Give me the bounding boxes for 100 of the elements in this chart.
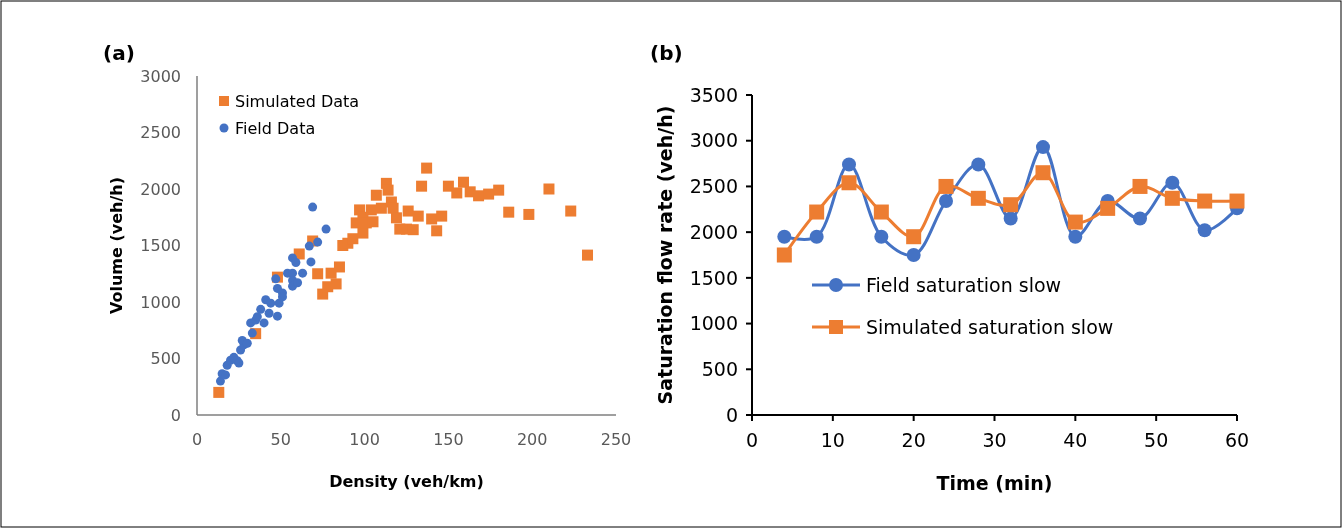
- y-tick-label: 500: [701, 357, 738, 380]
- point: [357, 227, 369, 239]
- point: [874, 229, 889, 244]
- y-axis-title: Volume (veh/h): [107, 177, 126, 314]
- point: [971, 157, 986, 172]
- point: [451, 187, 463, 199]
- y-tick-label: 1500: [689, 266, 738, 289]
- point: [809, 204, 825, 220]
- point: [390, 212, 402, 224]
- point: [841, 175, 857, 191]
- point: [298, 268, 308, 278]
- point: [266, 298, 276, 308]
- point: [272, 311, 282, 321]
- legend-label: Simulated saturation slow: [866, 315, 1114, 338]
- chart-title: (b): [650, 41, 683, 65]
- point: [938, 178, 954, 194]
- x-tick-label: 50: [270, 430, 291, 449]
- legend-label: Simulated Data: [235, 91, 360, 111]
- point: [1229, 193, 1245, 209]
- x-tick-label: 0: [745, 429, 759, 451]
- point: [382, 184, 394, 196]
- x-tick-label: 50: [1144, 429, 1169, 451]
- point: [421, 162, 433, 174]
- point: [247, 328, 257, 338]
- point: [426, 213, 438, 225]
- point: [1067, 214, 1083, 230]
- x-tick-label: 100: [349, 430, 380, 449]
- point: [582, 249, 594, 261]
- point: [1003, 197, 1019, 213]
- y-tick-label: 1500: [140, 236, 181, 256]
- point: [523, 208, 535, 220]
- point: [330, 278, 342, 290]
- point: [431, 225, 443, 237]
- point: [288, 268, 298, 278]
- point: [313, 237, 323, 247]
- point: [407, 224, 419, 236]
- point: [347, 233, 359, 245]
- point: [503, 206, 515, 218]
- point: [259, 318, 269, 328]
- y-tick-label: 3500: [689, 83, 738, 106]
- point: [1068, 229, 1083, 244]
- point: [906, 229, 922, 245]
- point: [1132, 178, 1148, 194]
- x-tick-label: 30: [982, 429, 1007, 451]
- x-tick-label: 20: [901, 429, 926, 451]
- point: [367, 216, 379, 228]
- x-tick-label: 200: [516, 430, 548, 449]
- y-tick-label: 0: [725, 403, 738, 426]
- point: [873, 204, 889, 220]
- point: [970, 190, 986, 206]
- point: [304, 241, 314, 251]
- point: [333, 261, 345, 273]
- x-tick-label: 150: [433, 430, 464, 449]
- point: [375, 202, 387, 214]
- y-tick-label: 500: [150, 349, 181, 369]
- point: [939, 194, 953, 209]
- y-tick-label: 3000: [689, 129, 738, 152]
- point: [312, 268, 324, 280]
- point: [483, 188, 495, 200]
- x-tick-label: 250: [600, 430, 632, 449]
- chart-title: (a): [103, 41, 135, 65]
- y-tick-label: 2500: [140, 123, 181, 143]
- point: [493, 184, 505, 196]
- y-tick-label: 3000: [140, 66, 181, 86]
- y-tick-label: 1000: [689, 312, 738, 335]
- point: [321, 224, 331, 234]
- legend-label: Field Data: [235, 118, 316, 138]
- point: [370, 189, 382, 201]
- point: [1133, 211, 1147, 226]
- point: [264, 308, 274, 318]
- point: [776, 247, 792, 263]
- point: [1035, 165, 1051, 181]
- point: [1100, 200, 1116, 216]
- point: [1036, 140, 1050, 155]
- point: [291, 257, 301, 267]
- point: [457, 176, 469, 188]
- point: [809, 229, 824, 244]
- point: [306, 257, 316, 267]
- point: [1003, 211, 1018, 226]
- y-tick-label: 2000: [140, 179, 181, 199]
- point: [1197, 223, 1212, 238]
- point: [308, 202, 318, 212]
- y-tick-label: 1000: [140, 292, 181, 312]
- legend-label: Field saturation slow: [866, 273, 1062, 296]
- y-tick-label: 2000: [689, 220, 738, 243]
- x-tick-label: 10: [820, 429, 845, 451]
- point: [365, 204, 377, 216]
- point: [1197, 193, 1213, 209]
- point: [402, 205, 414, 217]
- point: [256, 304, 266, 314]
- point: [436, 210, 448, 222]
- point: [416, 180, 428, 192]
- point: [213, 386, 225, 398]
- point: [842, 157, 856, 172]
- x-tick-label: 0: [191, 430, 203, 449]
- point: [906, 248, 921, 262]
- y-tick-label: 0: [170, 405, 181, 425]
- point: [473, 190, 485, 202]
- x-axis-title: Density (veh/km): [329, 472, 484, 491]
- point: [215, 376, 225, 386]
